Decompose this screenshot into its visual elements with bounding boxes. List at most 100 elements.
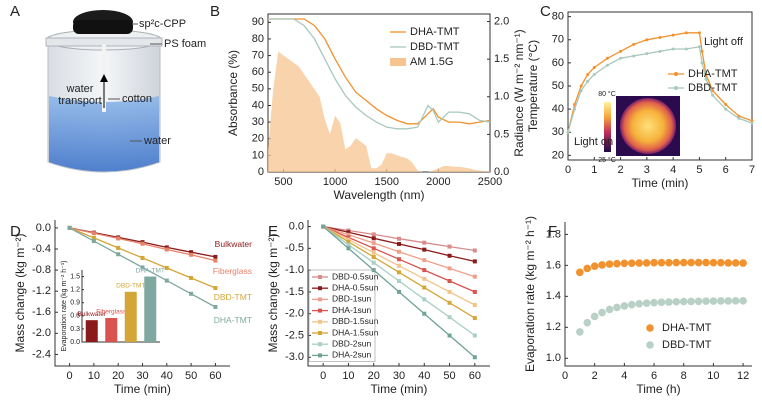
marker — [164, 245, 169, 250]
x-tick-label: 2500 — [478, 176, 502, 188]
marker — [731, 259, 740, 267]
x-axis-label: Wavelength (nm) — [334, 188, 425, 202]
marker — [605, 305, 614, 314]
marker — [371, 246, 376, 251]
marker — [590, 262, 599, 270]
marker — [700, 61, 704, 65]
marker — [472, 302, 477, 307]
marker — [140, 255, 145, 260]
marker — [447, 253, 452, 258]
inset-y-axis-label: Evaporation rate (kg m⁻² h⁻¹) — [61, 260, 68, 351]
marker — [697, 31, 701, 35]
marker — [635, 299, 644, 308]
marker — [684, 31, 688, 35]
y2-tick-label: 1.5 — [494, 53, 509, 65]
marker — [422, 258, 427, 263]
marker — [658, 35, 662, 39]
marker — [397, 236, 401, 241]
x-tick-label: 40 — [161, 370, 173, 382]
marker — [700, 49, 704, 53]
marker — [164, 278, 169, 283]
marker — [709, 258, 718, 267]
marker — [627, 259, 636, 267]
marker — [737, 114, 741, 118]
label: sp²c-CPP — [139, 18, 186, 30]
x-tick-label: 0 — [565, 164, 571, 176]
marker — [576, 268, 584, 277]
marker — [397, 249, 401, 254]
marker — [213, 304, 218, 309]
marker — [632, 54, 636, 58]
bar-label: DHA-TMT — [136, 267, 165, 274]
marker — [632, 42, 636, 46]
marker — [739, 259, 747, 267]
marker — [472, 248, 477, 253]
marker — [318, 308, 322, 313]
x-tick-label: 12 — [737, 370, 749, 382]
bar — [124, 291, 137, 342]
x-tick-label: 30 — [393, 370, 405, 382]
bar — [105, 318, 118, 342]
y-tick-label: -1.0 — [285, 264, 304, 276]
marker — [447, 289, 452, 294]
y-tick-label: -0.8 — [32, 264, 51, 276]
marker — [579, 84, 583, 88]
marker — [447, 279, 452, 284]
marker — [397, 241, 401, 246]
y-tick-label: 60 — [552, 57, 564, 69]
marker — [346, 239, 351, 244]
marker — [189, 291, 194, 296]
label: PS foam — [164, 38, 206, 50]
marker — [447, 315, 452, 320]
marker — [447, 244, 452, 249]
y-tick-label: -2.5 — [285, 329, 304, 341]
bar-label: Bulkwater — [77, 311, 106, 318]
legend-label: AM 1.5G — [410, 56, 453, 68]
y-tick-label: 1.2 — [546, 321, 561, 333]
marker — [573, 107, 577, 111]
marker — [645, 38, 649, 42]
x-tick-label: 1000 — [323, 176, 347, 188]
label: cotton — [122, 93, 152, 105]
legend-label: DHA-0.5sun — [332, 282, 379, 292]
marker — [346, 232, 351, 237]
legend-label: DBD-1.5sun — [332, 316, 379, 326]
marker — [371, 236, 376, 241]
marker — [397, 257, 401, 262]
marker — [91, 235, 96, 240]
y-tick-label: 10 — [252, 149, 264, 161]
axis-line — [564, 222, 752, 367]
bar-label: DBD-TMT — [116, 283, 145, 290]
y-tick-label: -2.0 — [285, 308, 304, 320]
marker — [583, 318, 592, 327]
marker — [694, 297, 703, 306]
legend-label: DBD-TMT — [410, 41, 460, 53]
axis-line — [307, 220, 490, 367]
marker — [711, 93, 715, 97]
marker — [422, 268, 427, 273]
x-axis-label: Time (min) — [371, 382, 428, 396]
inset-y-tick-label: 0.0 — [70, 339, 80, 346]
marker — [321, 224, 326, 229]
marker — [620, 302, 629, 310]
marker — [164, 247, 169, 252]
marker — [717, 297, 725, 305]
x-tick-label: 1 — [591, 164, 597, 176]
marker — [472, 274, 477, 279]
y-tick-label: 0.0 — [36, 222, 51, 234]
marker — [318, 319, 322, 324]
area — [268, 51, 490, 172]
marker — [447, 300, 452, 305]
y-tick-label: 80 — [252, 33, 264, 45]
marker — [472, 259, 477, 264]
inset-y-tick-label: 1.5 — [70, 273, 80, 280]
y-tick-label: 70 — [552, 34, 564, 46]
inset-y-tick-label: 0.6 — [70, 313, 80, 320]
y-tick-label: 1.8 — [546, 228, 561, 240]
y-tick-label: 20 — [552, 149, 564, 161]
bar-label: Fiberglass — [96, 309, 127, 316]
marker — [590, 312, 599, 321]
y-tick-label: -1.5 — [285, 286, 304, 298]
marker — [346, 230, 351, 235]
